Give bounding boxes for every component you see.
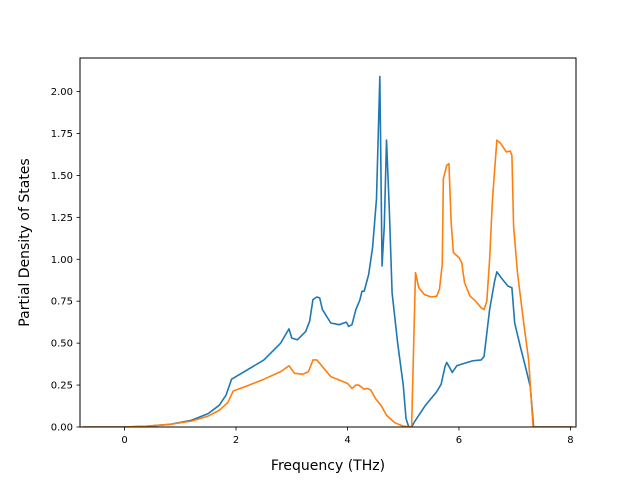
axis-ticks: 0 2 4 6 8 0.00 0.25 0.50 0.75 1.00 1.25 1.50 1.75 2.0… [51, 87, 574, 446]
x-tick-label: 2 [233, 435, 239, 446]
x-tick-label: 8 [567, 435, 573, 446]
x-tick-label: 0 [121, 435, 127, 446]
y-tick-label: 0.75 [51, 297, 73, 308]
y-tick-label: 0.00 [51, 423, 73, 434]
series-line-2 [82, 139, 574, 427]
x-tick-label: 4 [344, 435, 350, 446]
y-tick-label: 1.75 [51, 129, 73, 140]
y-tick-label: 1.25 [51, 213, 73, 224]
x-axis-label: Frequency (THz) [271, 458, 385, 474]
y-tick-label: 2.00 [51, 87, 73, 98]
plot-area [82, 75, 574, 427]
y-tick-label: 0.50 [51, 339, 73, 350]
y-tick-label: 0.25 [51, 381, 73, 392]
x-tick-label: 6 [456, 435, 462, 446]
y-tick-label: 1.00 [51, 255, 73, 266]
axes-frame [79, 57, 577, 428]
y-tick-label: 1.50 [51, 171, 73, 182]
series-line-1 [82, 75, 574, 427]
y-axis-label: Partial Density of States [17, 158, 33, 326]
